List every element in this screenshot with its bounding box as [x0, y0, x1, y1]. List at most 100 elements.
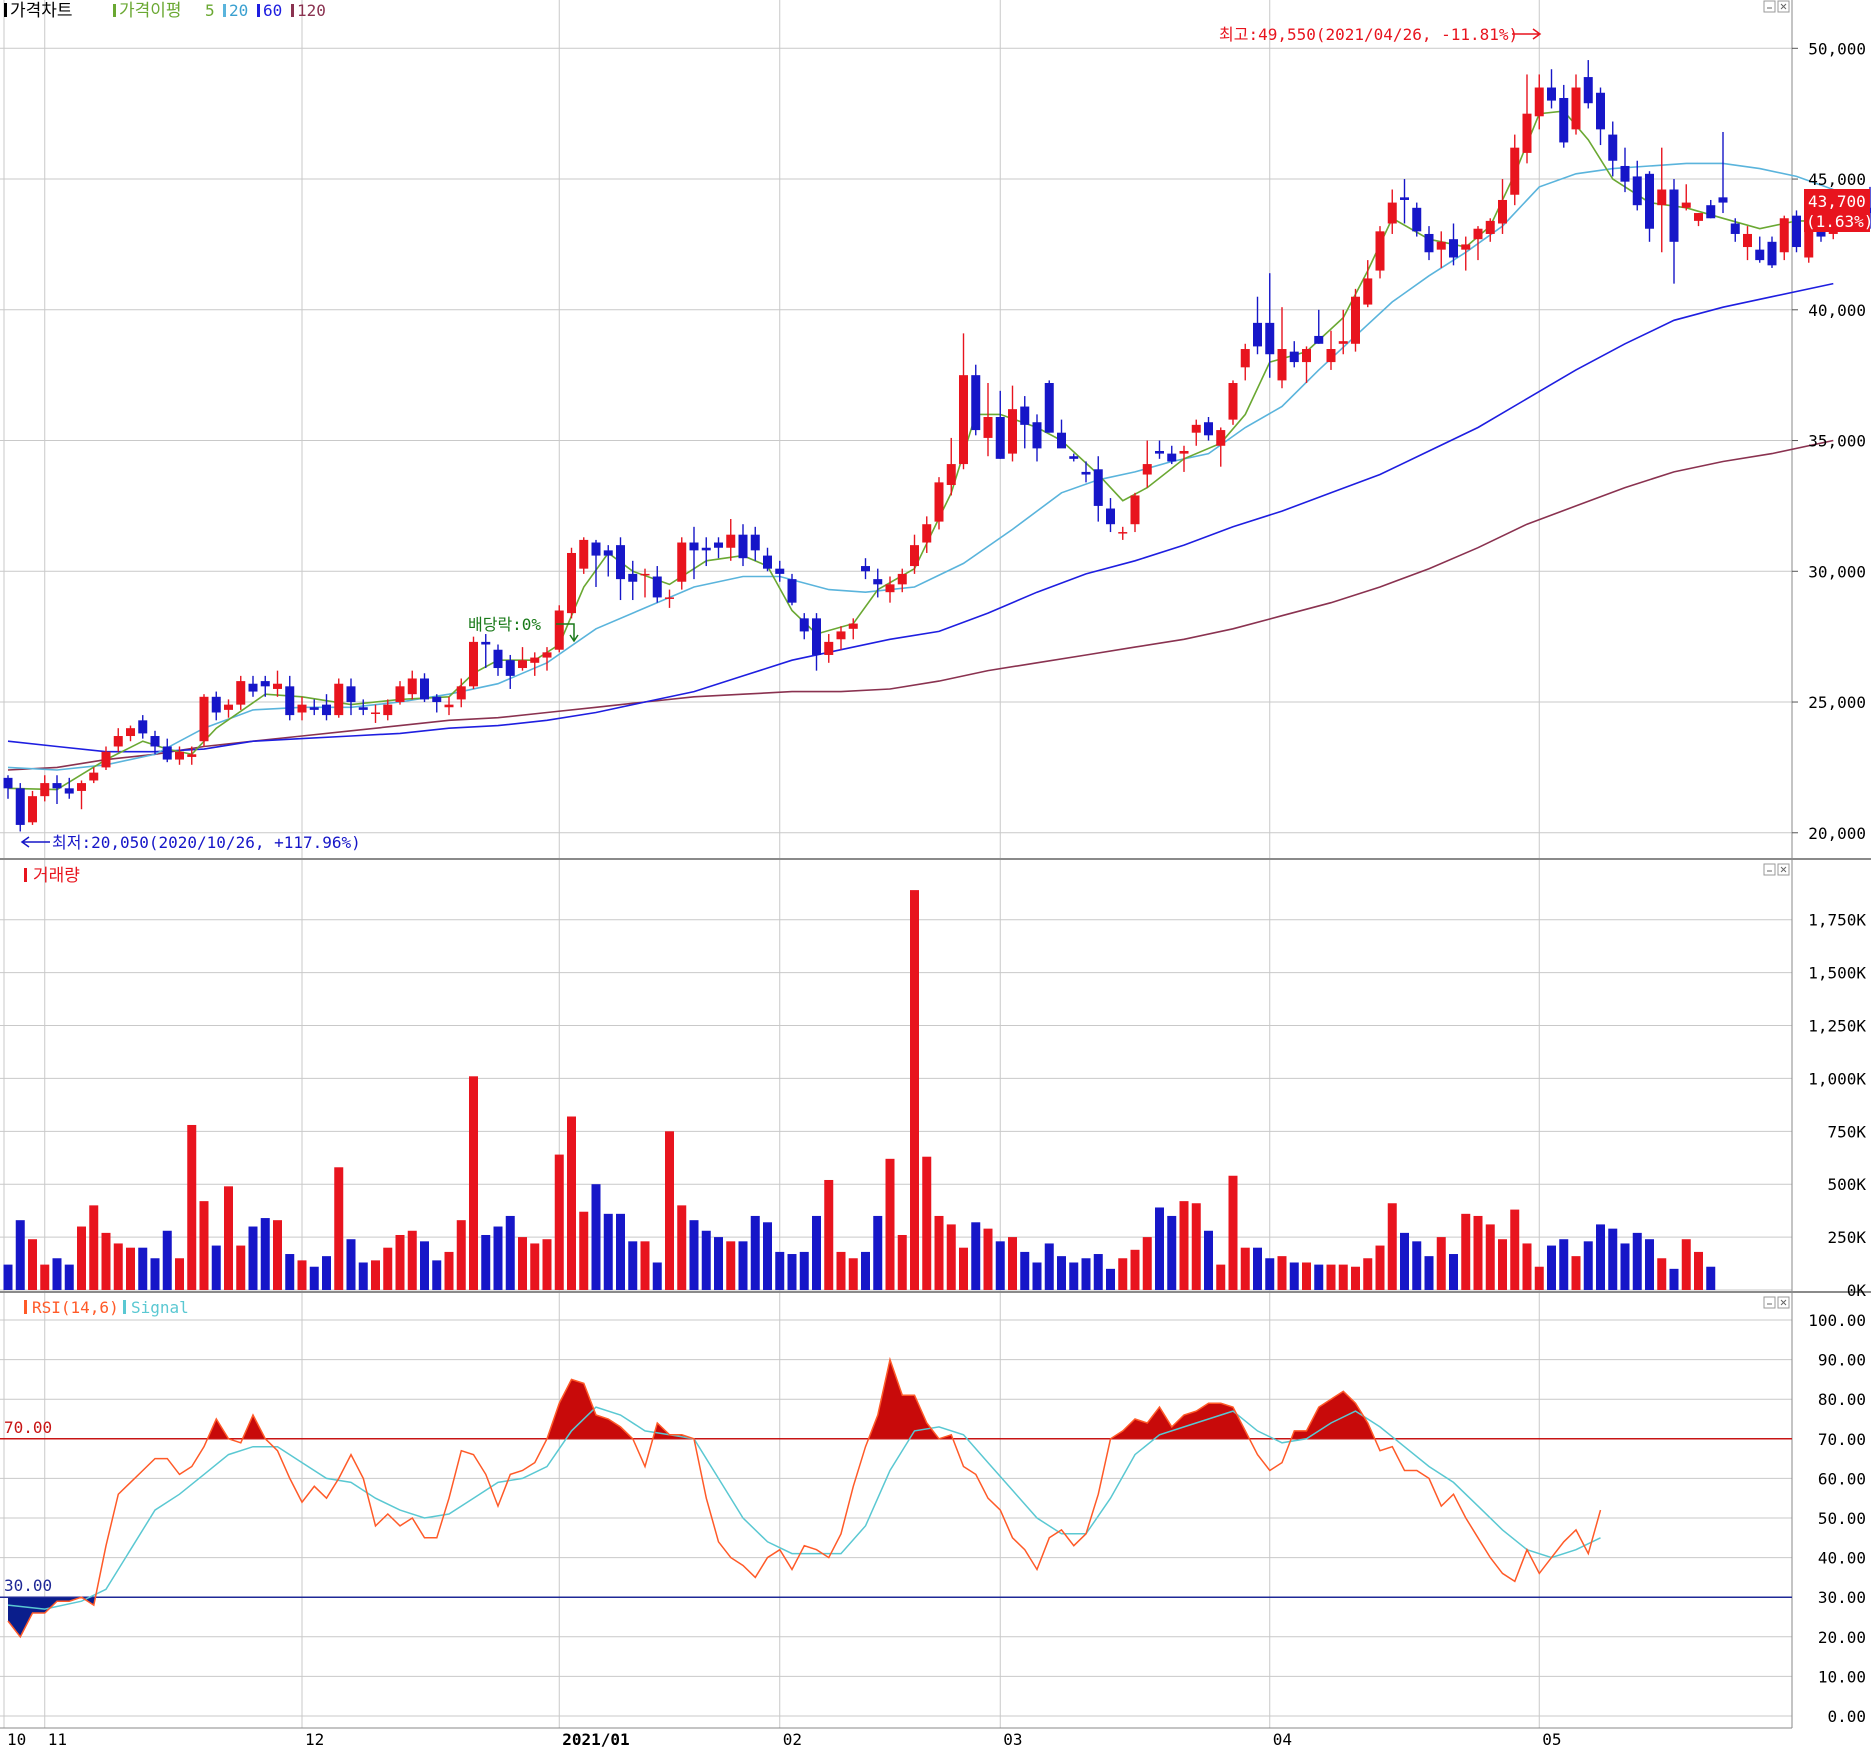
volume-tick-label: 750K: [1827, 1122, 1866, 1141]
volume-bar: [1400, 1232, 1409, 1290]
volume-bar: [1559, 1239, 1569, 1290]
candle-body: [603, 550, 613, 556]
candle: [52, 775, 62, 805]
rsi-tick-label: 100.00: [1808, 1311, 1866, 1330]
candle: [358, 699, 368, 716]
candle-body: [873, 579, 883, 585]
candle-body: [946, 464, 956, 485]
candle-body: [1755, 249, 1765, 261]
candle: [77, 780, 86, 810]
volume-bar: [309, 1266, 319, 1290]
volume-bar: [542, 1239, 552, 1290]
volume-bar: [3, 1264, 13, 1290]
candle: [505, 654, 515, 689]
candle: [1302, 346, 1311, 384]
candle: [1253, 296, 1262, 355]
volume-bar: [371, 1260, 380, 1290]
rsi-tick-label: 90.00: [1818, 1351, 1866, 1370]
candle-body: [1424, 233, 1434, 253]
volume-bar: [297, 1260, 307, 1290]
last-price-badge: 43,700 (1.63%): [1804, 189, 1871, 232]
candle: [1645, 171, 1654, 242]
x-tick-label: 02: [783, 1730, 802, 1748]
candle-body: [518, 660, 527, 669]
volume-bar: [211, 1245, 221, 1290]
price-panel-minimize-button[interactable]: [1763, 0, 1776, 13]
volume-bar: [738, 1241, 748, 1290]
volume-bar: [64, 1264, 74, 1290]
candle-body: [101, 751, 111, 768]
rsi-tick-label: 20.00: [1818, 1628, 1866, 1647]
candle: [1718, 131, 1728, 214]
candle-body: [1204, 422, 1213, 436]
rsi-overbought-fill: [868, 1359, 953, 1439]
volume-bar: [481, 1234, 491, 1290]
x-tick-label: 2021/01: [562, 1730, 629, 1748]
candle-body: [1681, 202, 1691, 208]
candle: [530, 652, 540, 676]
candle: [1547, 69, 1556, 109]
volume-bar: [1461, 1213, 1471, 1290]
candle: [812, 613, 821, 671]
volume-bar: [383, 1247, 393, 1290]
candle: [309, 699, 319, 716]
rsi-tick-label: 60.00: [1818, 1469, 1866, 1488]
rsi-panel-buttons[interactable]: [1763, 1296, 1790, 1309]
candle: [126, 725, 135, 742]
candle: [28, 790, 37, 825]
volume-bar: [395, 1234, 405, 1290]
candle-body: [1118, 532, 1128, 534]
volume-bar: [897, 1234, 907, 1290]
candle: [15, 783, 25, 832]
candle: [407, 670, 417, 700]
candlestick-series: [3, 60, 1871, 832]
candle: [113, 728, 123, 752]
volume-bars: [3, 890, 1716, 1290]
candle-body: [971, 375, 981, 431]
volume-panel-buttons[interactable]: [1763, 863, 1790, 876]
volume-bar: [922, 1156, 932, 1290]
rsi-panel-minimize-button[interactable]: [1763, 1296, 1776, 1309]
volume-tick-label: 1,750K: [1808, 911, 1866, 930]
candle: [1412, 202, 1422, 237]
volume-bar: [616, 1213, 625, 1290]
candle: [1363, 260, 1373, 308]
candle-body: [481, 641, 491, 645]
candle-body: [1069, 456, 1079, 459]
candle: [1730, 218, 1740, 242]
volume-panel-minimize-button[interactable]: [1763, 863, 1776, 876]
candle-body: [3, 777, 13, 789]
candle-body: [1106, 508, 1115, 525]
candle: [652, 566, 662, 603]
volume-bar: [1204, 1230, 1213, 1290]
volume-bar: [101, 1232, 111, 1290]
volume-bar: [824, 1179, 834, 1290]
candle-body: [1473, 228, 1483, 240]
candle-body: [775, 568, 785, 574]
candle-body: [1449, 239, 1458, 258]
volume-bar: [603, 1213, 613, 1290]
volume-bar: [799, 1251, 809, 1290]
candle: [591, 539, 601, 587]
candle: [995, 390, 1005, 459]
candle: [1314, 309, 1324, 344]
candle-body: [1632, 176, 1642, 206]
candle: [1485, 218, 1495, 242]
candle: [1449, 223, 1458, 266]
candle-body: [297, 704, 307, 713]
candle-body: [236, 681, 246, 705]
candle: [554, 605, 564, 653]
volume-tick-label: 250K: [1827, 1228, 1866, 1247]
candle: [150, 730, 160, 755]
volume-bar: [640, 1241, 650, 1290]
last-price-value: 43,700: [1808, 192, 1866, 211]
candle-body: [224, 704, 233, 710]
rsi-overbought-fill: [652, 1422, 694, 1439]
candle: [383, 699, 393, 721]
candle-body: [407, 678, 417, 695]
candle-body: [1522, 113, 1532, 153]
volume-bar: [40, 1264, 50, 1290]
volume-bar: [1351, 1266, 1360, 1290]
price-panel-buttons[interactable]: [1763, 0, 1790, 13]
candle: [1008, 385, 1017, 462]
